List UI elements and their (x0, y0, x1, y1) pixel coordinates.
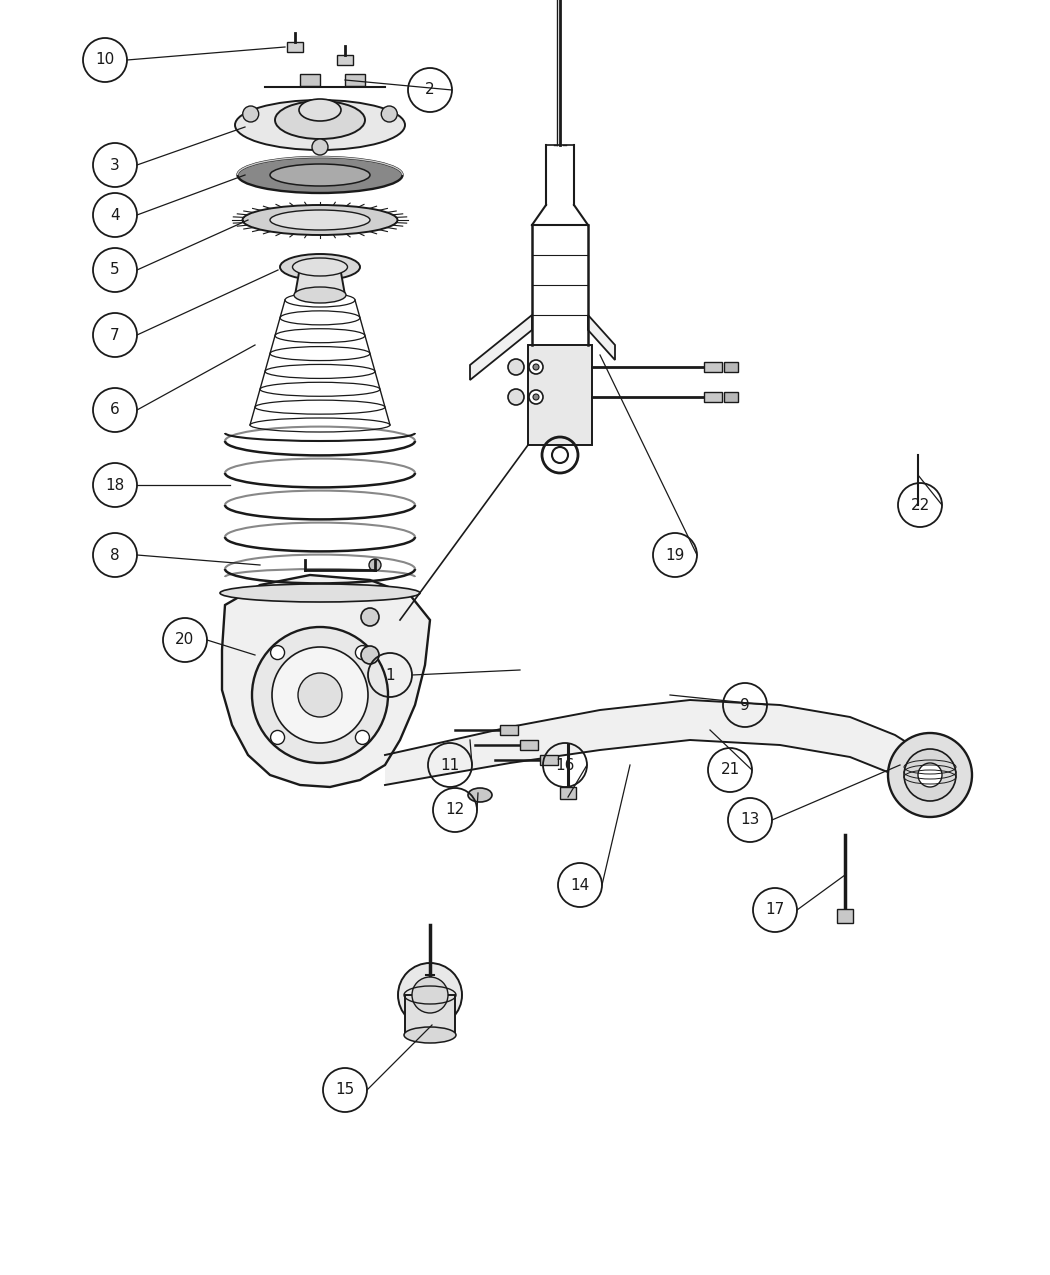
Ellipse shape (270, 210, 370, 229)
Circle shape (272, 646, 367, 743)
Text: 19: 19 (666, 547, 685, 562)
Ellipse shape (237, 157, 402, 193)
Polygon shape (385, 700, 930, 796)
Text: 16: 16 (555, 757, 574, 773)
Text: 10: 10 (96, 52, 114, 68)
Polygon shape (528, 346, 592, 445)
Text: 13: 13 (740, 812, 760, 827)
Bar (520, 740, 538, 750)
Circle shape (356, 645, 370, 659)
Text: 12: 12 (445, 802, 464, 817)
Circle shape (508, 389, 524, 405)
Circle shape (312, 139, 328, 156)
Circle shape (529, 390, 543, 404)
Bar (704, 362, 722, 372)
Text: 8: 8 (110, 547, 120, 562)
Text: 22: 22 (910, 497, 929, 513)
Ellipse shape (220, 584, 420, 602)
Text: 1: 1 (385, 668, 395, 682)
Text: 17: 17 (765, 903, 784, 918)
Bar (337, 55, 353, 65)
Text: 3: 3 (110, 158, 120, 172)
Circle shape (412, 977, 448, 1014)
Circle shape (508, 360, 524, 375)
Bar (724, 391, 738, 402)
Text: 6: 6 (110, 403, 120, 417)
Text: 7: 7 (110, 328, 120, 343)
Polygon shape (588, 315, 615, 360)
Ellipse shape (270, 164, 370, 186)
Circle shape (271, 645, 285, 659)
Circle shape (271, 731, 285, 745)
Text: 11: 11 (440, 757, 460, 773)
Ellipse shape (293, 258, 348, 275)
Ellipse shape (468, 788, 492, 802)
Text: 21: 21 (720, 762, 739, 778)
Circle shape (356, 731, 370, 745)
Circle shape (529, 360, 543, 374)
Bar (540, 755, 558, 765)
Ellipse shape (299, 99, 341, 121)
Circle shape (252, 627, 388, 762)
Bar (500, 725, 518, 734)
Text: 5: 5 (110, 263, 120, 278)
Circle shape (533, 363, 539, 370)
Polygon shape (470, 315, 532, 380)
Circle shape (918, 762, 942, 787)
Text: 18: 18 (105, 478, 125, 492)
Circle shape (888, 733, 972, 817)
Bar (724, 362, 738, 372)
Text: 9: 9 (740, 697, 750, 713)
Bar (837, 909, 853, 923)
Polygon shape (295, 266, 345, 295)
Circle shape (533, 394, 539, 400)
Text: 20: 20 (175, 632, 194, 648)
Bar (560, 787, 576, 799)
Circle shape (552, 448, 568, 463)
Ellipse shape (275, 101, 365, 139)
Circle shape (369, 558, 381, 571)
Text: 15: 15 (335, 1082, 355, 1098)
Ellipse shape (294, 287, 346, 303)
Circle shape (904, 748, 956, 801)
Circle shape (361, 608, 379, 626)
Circle shape (361, 646, 379, 664)
Polygon shape (222, 575, 430, 787)
Circle shape (298, 673, 342, 717)
Circle shape (398, 963, 462, 1026)
Ellipse shape (243, 205, 398, 235)
Ellipse shape (280, 254, 360, 280)
Circle shape (243, 106, 258, 122)
Bar (287, 42, 303, 52)
Circle shape (381, 106, 397, 122)
Polygon shape (405, 994, 455, 1035)
Ellipse shape (235, 99, 405, 150)
Bar (704, 391, 722, 402)
Ellipse shape (404, 1026, 456, 1043)
Bar (300, 74, 320, 85)
Bar (345, 74, 365, 85)
Text: 14: 14 (570, 877, 590, 892)
Text: 2: 2 (425, 83, 435, 97)
Text: 4: 4 (110, 208, 120, 223)
